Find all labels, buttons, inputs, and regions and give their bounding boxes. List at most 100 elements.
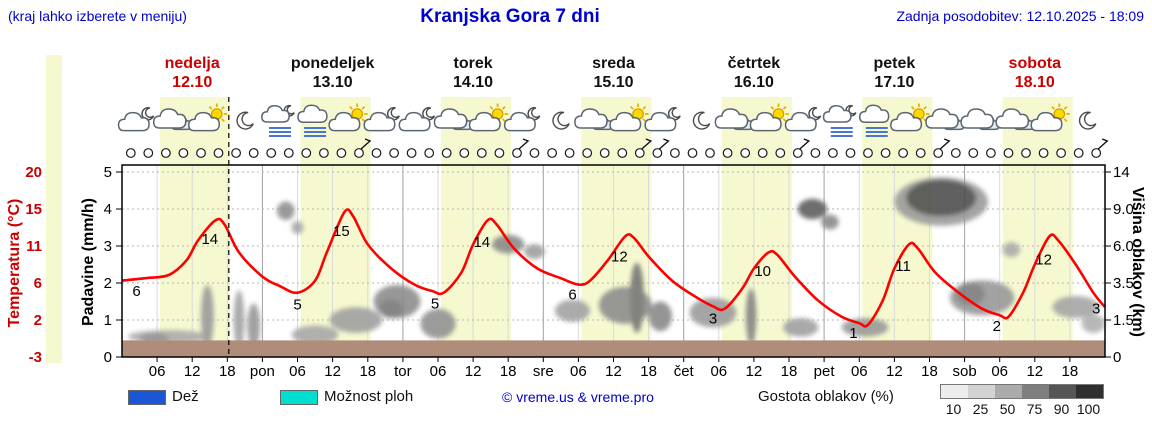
day-header-torek: torek 14.10 bbox=[403, 54, 543, 92]
calm-wind-icon bbox=[933, 148, 944, 158]
density-gradient-bar bbox=[940, 384, 1104, 399]
temp-tick: 20 bbox=[25, 164, 42, 181]
day-name: sobota bbox=[1008, 55, 1061, 72]
calm-wind-icon bbox=[266, 148, 277, 158]
calm-wind-icon bbox=[1091, 148, 1102, 158]
x-tick-label: 12 bbox=[324, 363, 341, 380]
temp-tick: 11 bbox=[26, 238, 42, 255]
day-date: 13.10 bbox=[312, 74, 353, 91]
x-tick-label: 18 bbox=[1062, 363, 1079, 380]
day-date: 16.10 bbox=[733, 74, 774, 91]
moon-cloud-icon bbox=[363, 107, 400, 132]
x-tick-label: 12 bbox=[465, 363, 482, 380]
fog-icon bbox=[858, 104, 890, 137]
calm-wind-icon bbox=[1021, 148, 1031, 158]
moon-icon bbox=[236, 111, 254, 130]
day-name: četrtek bbox=[727, 55, 781, 72]
density-tick-label: 10 bbox=[945, 401, 962, 417]
day-name: petek bbox=[873, 55, 916, 72]
temp-value-label: 3 bbox=[1092, 300, 1100, 317]
temp-value-label: 3 bbox=[709, 310, 717, 327]
sun-cloud-icon bbox=[1030, 103, 1070, 132]
cloud-icon bbox=[960, 108, 1000, 131]
calm-wind-icon bbox=[705, 148, 715, 158]
calm-wind-icon bbox=[880, 148, 891, 158]
moon-cloud-icon bbox=[398, 107, 436, 132]
calm-wind-icon bbox=[599, 148, 610, 158]
day-header-petek: petek 17.10 bbox=[824, 54, 964, 92]
calm-wind-icon bbox=[336, 148, 347, 158]
calm-wind-icon bbox=[792, 148, 803, 158]
precip-tick: 1 bbox=[104, 312, 112, 329]
calm-wind-icon bbox=[915, 148, 926, 158]
wind-row bbox=[125, 138, 1109, 158]
wind-barb-icon bbox=[939, 138, 951, 150]
wind-barb-icon bbox=[360, 138, 372, 150]
wind-barb-icon bbox=[658, 138, 670, 150]
calm-wind-icon bbox=[950, 148, 961, 158]
cloud-tick: 6.0 bbox=[1113, 238, 1134, 255]
moon-icon bbox=[692, 111, 711, 130]
showers-legend-swatch bbox=[280, 390, 318, 405]
showers-legend-label: Možnost ploh bbox=[324, 388, 414, 405]
x-tick-label: 06 bbox=[991, 363, 1008, 380]
day-date: 12.10 bbox=[172, 74, 213, 91]
calm-wind-icon bbox=[1073, 148, 1084, 158]
sun-cloud-icon bbox=[749, 103, 789, 132]
moon-icon bbox=[1078, 111, 1097, 130]
calm-wind-icon bbox=[1056, 148, 1066, 158]
cloud-tick: 3.5 bbox=[1113, 275, 1134, 292]
temp-value-label: 14 bbox=[473, 234, 490, 251]
density-cell bbox=[941, 385, 968, 398]
calm-wind-icon bbox=[863, 148, 873, 158]
moon-cloud-icon bbox=[117, 107, 155, 132]
calm-wind-icon bbox=[740, 148, 751, 158]
calm-wind-icon bbox=[652, 148, 663, 158]
density-tick-label: 25 bbox=[972, 401, 989, 417]
wind-barb-icon bbox=[1097, 138, 1109, 150]
density-tick-label: 75 bbox=[1026, 401, 1043, 417]
wind-barb-icon bbox=[518, 138, 530, 150]
temp-value-label: 5 bbox=[293, 297, 301, 314]
temp-value-label: 6 bbox=[568, 287, 576, 304]
calm-wind-icon bbox=[547, 148, 557, 158]
temp-value-label: 2 bbox=[993, 318, 1001, 335]
calm-wind-icon bbox=[196, 148, 206, 158]
x-tick-label: 12 bbox=[746, 363, 763, 380]
day-date: 18.10 bbox=[1014, 74, 1055, 91]
left-accent-strip bbox=[46, 55, 62, 363]
temp-value-label: 12 bbox=[1035, 252, 1052, 269]
density-cell bbox=[1076, 385, 1103, 398]
x-tick-label: 18 bbox=[359, 363, 376, 380]
calm-wind-icon bbox=[231, 148, 242, 158]
temp-tick: 6 bbox=[34, 275, 42, 292]
calm-wind-icon bbox=[459, 148, 470, 158]
calm-wind-icon bbox=[354, 148, 364, 158]
rain-legend-label: Dež bbox=[172, 388, 199, 405]
cloud-tick: 0 bbox=[1113, 349, 1121, 366]
calm-wind-icon bbox=[757, 148, 768, 158]
day-name: nedelja bbox=[164, 55, 220, 72]
moon-cloud-icon bbox=[644, 107, 681, 132]
day-date: 15.10 bbox=[593, 74, 634, 91]
temp-value-label: 1 bbox=[849, 325, 857, 342]
calm-wind-icon bbox=[828, 148, 838, 158]
moon-fog-icon bbox=[822, 104, 857, 137]
sun-cloud-icon bbox=[890, 103, 930, 132]
calm-wind-icon bbox=[143, 148, 154, 158]
x-tick-label: 18 bbox=[781, 363, 798, 380]
calm-wind-icon bbox=[424, 148, 435, 158]
calm-wind-icon bbox=[494, 148, 505, 158]
copyright-link[interactable]: © vreme.us & vreme.pro bbox=[502, 389, 654, 405]
calm-wind-icon bbox=[722, 148, 733, 158]
density-cell bbox=[1049, 385, 1076, 398]
menu-hint: (kraj lahko izberete v meniju) bbox=[8, 8, 187, 24]
calm-wind-icon bbox=[371, 148, 382, 158]
wind-barb-icon bbox=[641, 138, 653, 150]
moon-cloud-icon bbox=[784, 107, 822, 132]
x-tick-label: 06 bbox=[851, 363, 868, 380]
calm-wind-icon bbox=[389, 148, 400, 158]
calm-wind-icon bbox=[125, 148, 136, 158]
